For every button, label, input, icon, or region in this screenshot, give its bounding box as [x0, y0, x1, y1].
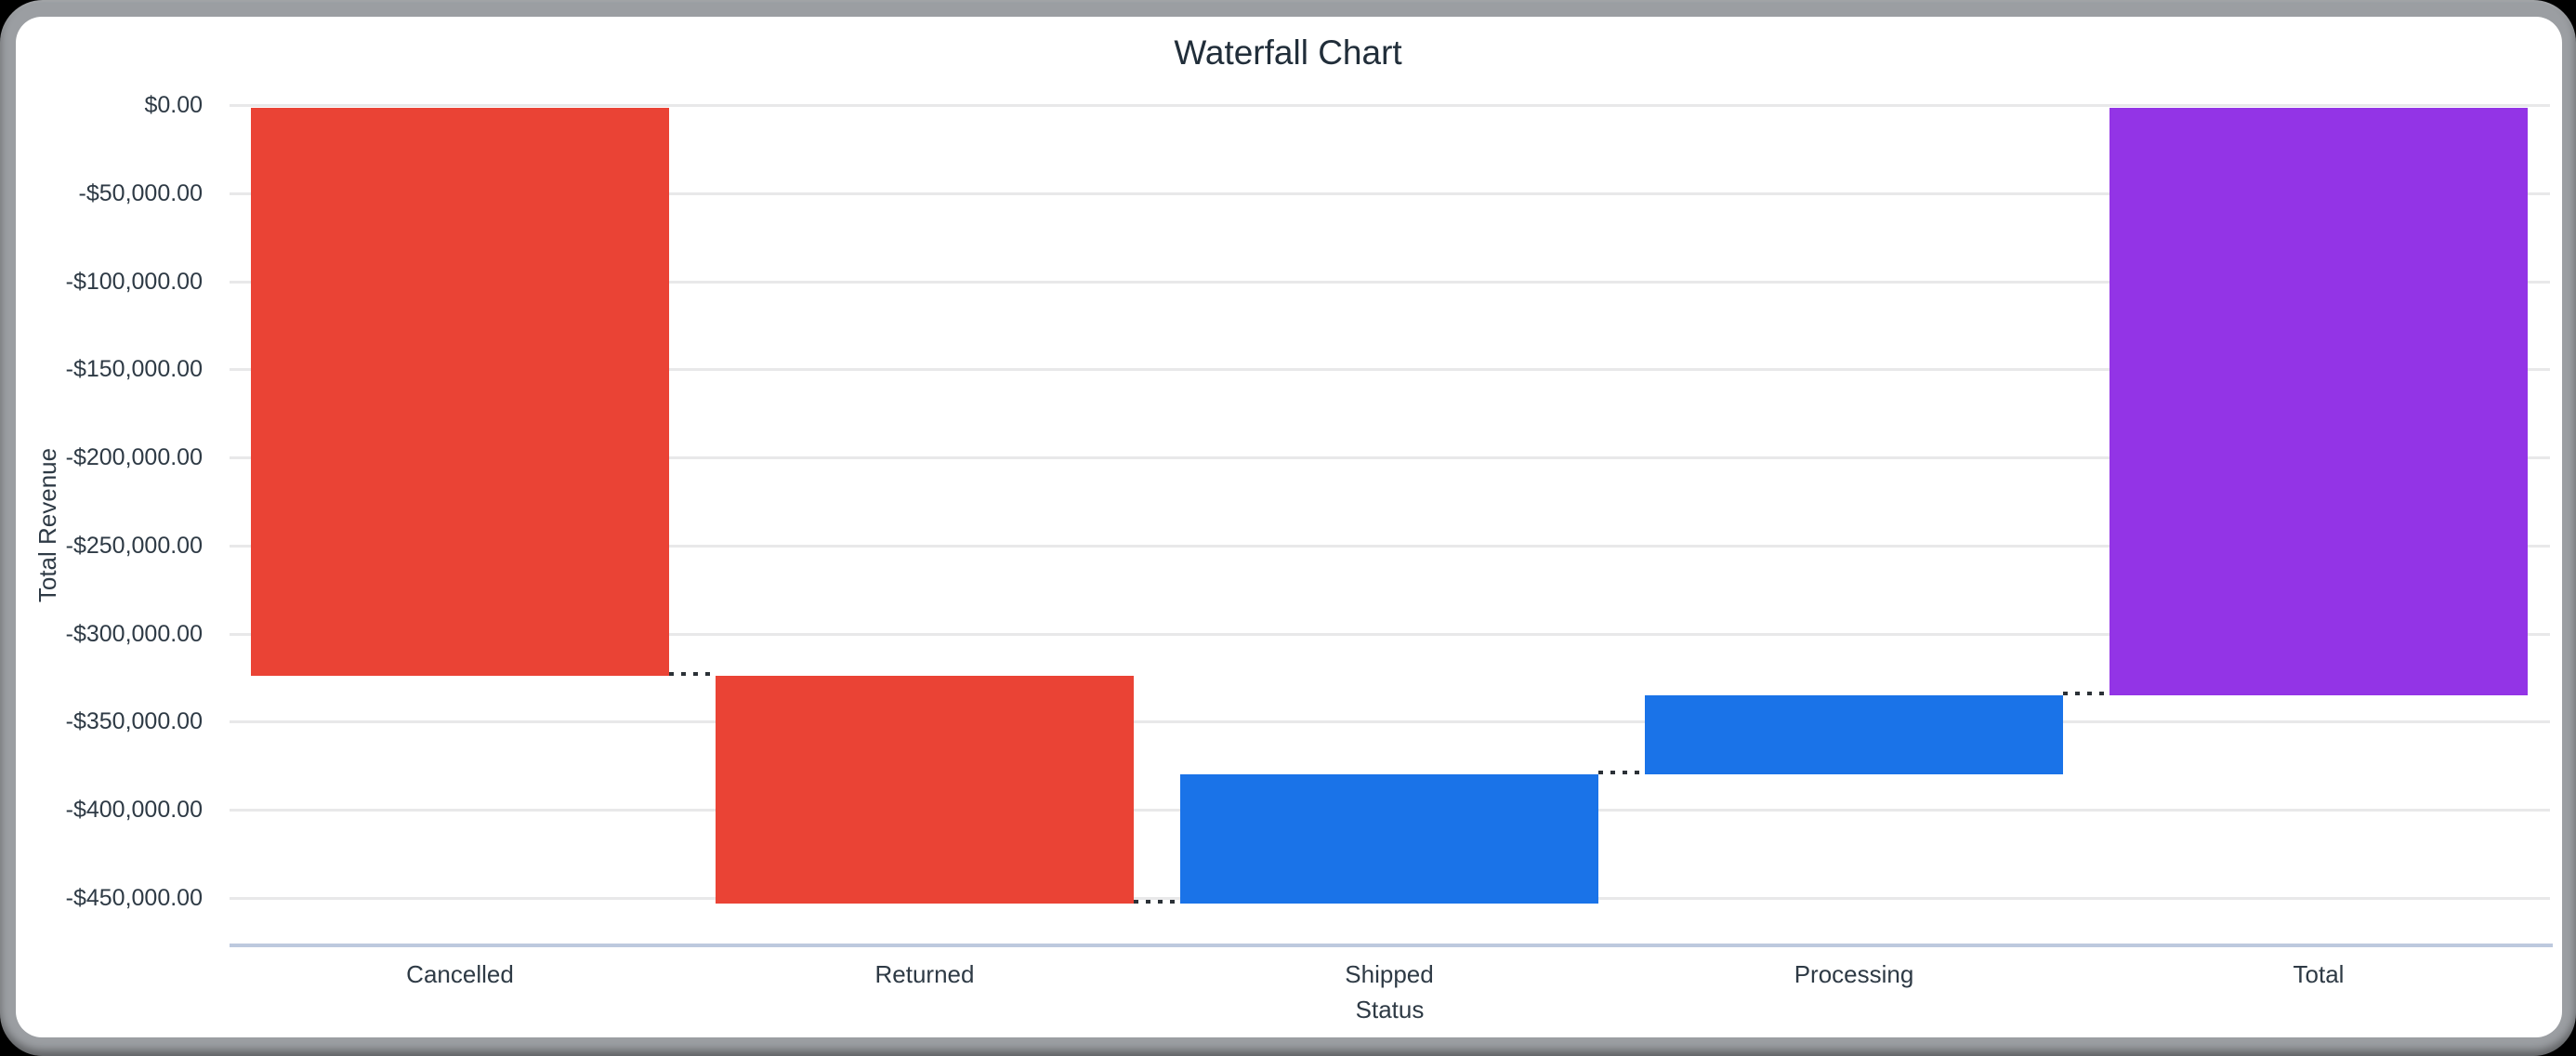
gridline [230, 544, 2550, 548]
y-tick-label: $0.00 [144, 92, 203, 118]
y-tick-label: -$350,000.00 [65, 708, 203, 735]
y-tick-label: -$150,000.00 [65, 356, 203, 383]
bar-total[interactable] [2109, 108, 2528, 695]
connector [1598, 771, 1645, 775]
x-tick-label: Processing [1794, 960, 1914, 988]
gridline [230, 456, 2550, 460]
x-tick-label: Shipped [1345, 960, 1434, 988]
bar-shipped[interactable] [1180, 774, 1598, 904]
y-tick-label: -$300,000.00 [65, 620, 203, 647]
gridline [230, 368, 2550, 372]
y-tick-label: -$400,000.00 [65, 797, 203, 824]
gridline [230, 191, 2550, 195]
y-tick-label: -$100,000.00 [65, 268, 203, 295]
y-tick-label: -$50,000.00 [78, 179, 203, 206]
bar-cancelled[interactable] [251, 108, 669, 677]
chart-title: Waterfall Chart [1174, 33, 1402, 72]
gridline [230, 104, 2550, 107]
gridline [230, 632, 2550, 636]
y-tick-label: -$250,000.00 [65, 532, 203, 559]
y-tick-label: -$450,000.00 [65, 885, 203, 911]
connector [2063, 692, 2109, 695]
gridline [230, 720, 2550, 724]
bar-returned[interactable] [716, 676, 1134, 904]
x-tick-label: Total [2293, 960, 2345, 988]
connector [1134, 899, 1180, 904]
x-axis-title: Status [1355, 996, 1425, 1023]
x-tick-label: Returned [874, 960, 975, 988]
x-axis-line [230, 944, 2553, 947]
bar-processing[interactable] [1645, 695, 2063, 775]
y-tick-label: -$200,000.00 [65, 444, 203, 471]
connector [669, 672, 716, 677]
x-tick-label: Cancelled [406, 960, 514, 988]
gridline [230, 280, 2550, 284]
